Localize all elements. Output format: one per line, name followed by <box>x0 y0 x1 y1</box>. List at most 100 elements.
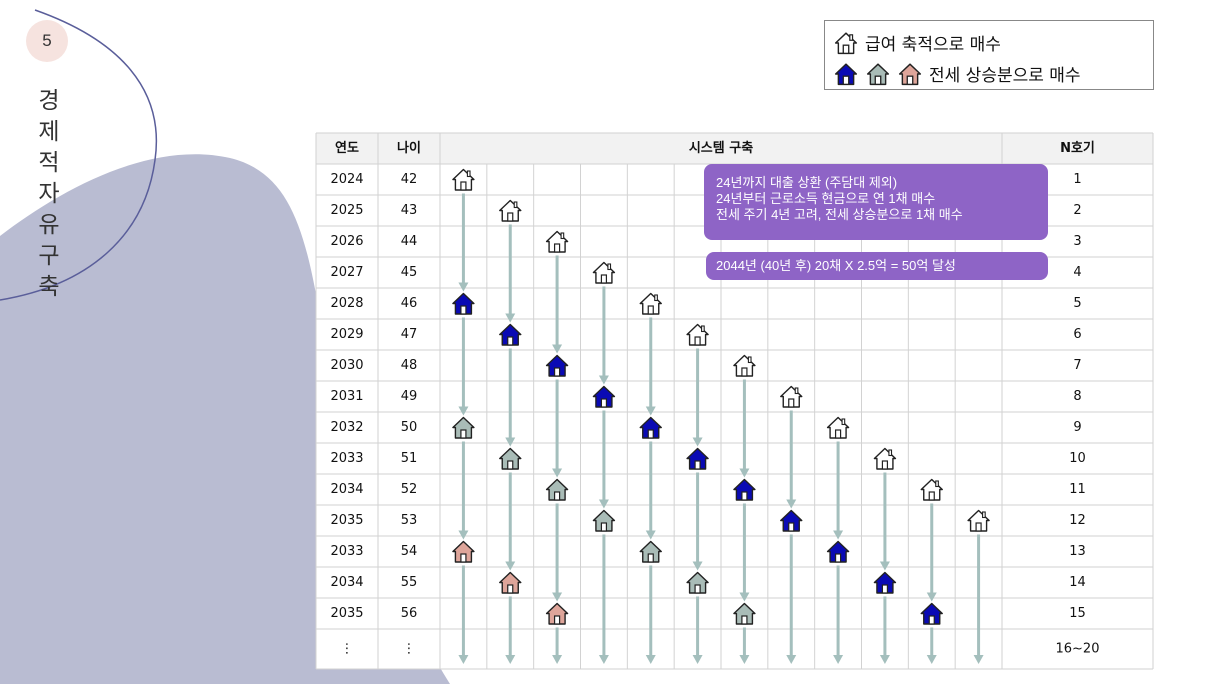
title-char: 적 <box>38 150 60 176</box>
cell-age: 51 <box>401 451 418 466</box>
cell-age: 53 <box>401 513 418 528</box>
house-blue-icon <box>834 62 858 85</box>
legend-label-jeonse: 전세 상승분으로 매수 <box>929 66 1081 86</box>
house-blue-icon <box>452 292 475 315</box>
arrow-head <box>598 655 609 664</box>
cell-age: ⋮ <box>403 642 416 657</box>
arrow-head <box>645 655 656 664</box>
house-outline-icon <box>545 230 569 253</box>
house-blue-icon <box>686 447 709 470</box>
house-outline-icon <box>592 261 616 284</box>
cell-nth: 10 <box>1069 451 1086 466</box>
header-age: 나이 <box>397 140 421 156</box>
arrow-head <box>552 592 563 602</box>
title-char: 자 <box>38 181 60 207</box>
house-pink-icon <box>452 540 475 563</box>
house-blue-icon <box>639 416 662 439</box>
arrow-head <box>645 530 656 540</box>
title-char: 제 <box>38 119 60 145</box>
arrow-head <box>786 655 797 664</box>
cell-nth: 5 <box>1073 296 1081 311</box>
cell-year: 2035 <box>330 606 363 621</box>
legend-box: 급여 축적으로 매수 전세 상승분으로 매수 <box>824 20 1154 90</box>
cell-nth: 12 <box>1069 513 1086 528</box>
arrow-head <box>645 406 656 416</box>
cell-age: 46 <box>401 296 418 311</box>
cell-year: 2030 <box>330 358 363 373</box>
house-blue-icon <box>733 478 756 501</box>
arrow-head <box>458 282 469 292</box>
house-outline-icon <box>686 323 709 346</box>
cell-nth: 8 <box>1073 389 1081 404</box>
arrow-head <box>552 468 563 478</box>
cell-year: 2033 <box>330 544 363 559</box>
cell-nth: 6 <box>1073 327 1081 342</box>
title-char: 축 <box>38 274 60 300</box>
table-header-row <box>316 133 1153 164</box>
note-line: 24년부터 근로소득 현금으로 연 1채 매수 <box>716 191 936 206</box>
note-line: 전세 주기 4년 고려, 전세 상승분으로 1채 매수 <box>716 207 963 222</box>
arrow-head <box>458 655 469 664</box>
cell-nth: 15 <box>1069 606 1086 621</box>
cell-year: 2034 <box>330 575 363 590</box>
section-number-badge: 5 <box>26 20 68 62</box>
cell-age: 47 <box>401 327 418 342</box>
house-outline-icon <box>733 354 756 377</box>
legend-row-jeonse: 전세 상승분으로 매수 <box>833 61 1081 86</box>
cell-year: 2028 <box>330 296 363 311</box>
house-outline-icon <box>826 416 850 439</box>
cell-nth: 2 <box>1073 203 1081 218</box>
house-blue-icon <box>780 509 803 532</box>
cell-year: 2031 <box>330 389 363 404</box>
cell-age: 44 <box>401 234 418 249</box>
title-char: 경 <box>38 88 60 114</box>
house-blue-icon <box>873 571 897 594</box>
cell-nth: 1 <box>1073 172 1081 187</box>
house-gray-icon <box>592 509 616 532</box>
cell-year: 2024 <box>330 172 363 187</box>
house-pink-icon <box>898 62 922 85</box>
arrow-head <box>926 655 937 664</box>
cell-nth: 7 <box>1073 358 1081 373</box>
header-nth: N호기 <box>1060 141 1095 156</box>
house-outline-icon <box>499 199 522 222</box>
arrow-head <box>552 344 563 354</box>
note-box-goal: 2044년 (40년 후) 20채 X 2.5억 = 50억 달성 <box>706 252 1048 280</box>
cell-age: 54 <box>401 544 418 559</box>
legend-label-salary: 급여 축적으로 매수 <box>865 35 1001 55</box>
arrow-head <box>692 561 703 571</box>
header-system: 시스템 구축 <box>689 140 753 156</box>
house-gray-icon <box>639 540 662 563</box>
cell-age: 45 <box>401 265 418 280</box>
cell-year: 2035 <box>330 513 363 528</box>
cell-nth: 16~20 <box>1056 642 1100 657</box>
cell-age: 50 <box>401 420 418 435</box>
cell-nth: 11 <box>1069 482 1086 497</box>
house-gray-icon <box>866 62 890 85</box>
house-outline-icon <box>452 168 475 191</box>
decorative-arc-line <box>0 9 157 301</box>
legend-row-salary: 급여 축적으로 매수 <box>833 30 1001 55</box>
house-outline-icon <box>873 447 897 470</box>
arrow-head <box>458 406 469 416</box>
house-pink-icon <box>499 571 522 594</box>
house-outline-icon <box>639 292 662 315</box>
house-gray-icon <box>452 416 475 439</box>
vertical-title: 경 제 적 자 유 구 축 <box>36 86 62 303</box>
cell-age: 55 <box>401 575 418 590</box>
arrow-head <box>973 655 984 664</box>
house-outline-icon <box>920 478 943 501</box>
house-blue-icon <box>826 540 850 563</box>
cell-age: 48 <box>401 358 418 373</box>
arrow-head <box>739 468 750 478</box>
house-blue-icon <box>499 323 522 346</box>
house-outline-icon <box>780 385 803 408</box>
house-gray-icon <box>499 447 522 470</box>
cell-year: 2026 <box>330 234 363 249</box>
arrow-head <box>739 655 750 664</box>
arrow-head <box>739 592 750 602</box>
arrow-head <box>505 561 516 571</box>
cell-age: 43 <box>401 203 418 218</box>
house-blue-icon <box>920 602 943 625</box>
